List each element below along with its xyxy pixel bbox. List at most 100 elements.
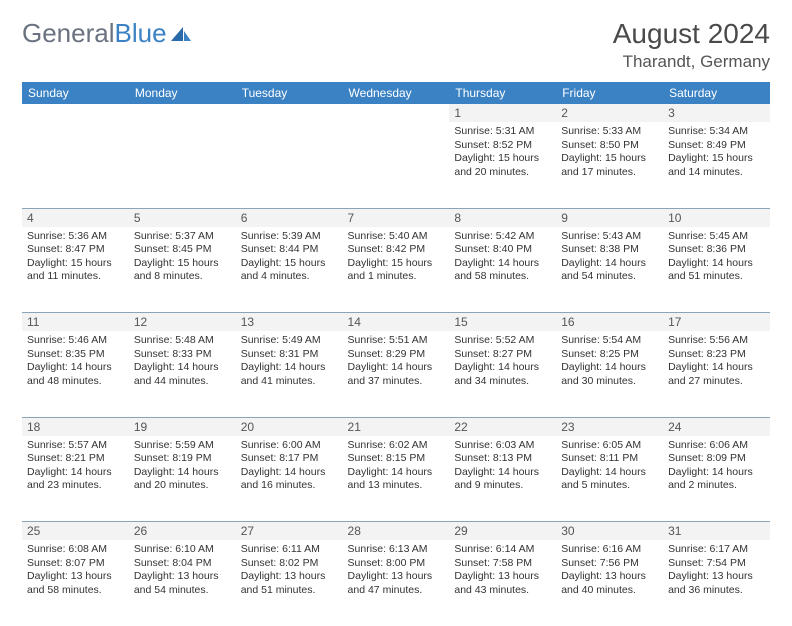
day-details: Sunrise: 6:11 AMSunset: 8:02 PMDaylight:… — [241, 543, 338, 598]
weekday-header: Thursday — [449, 82, 556, 104]
day-details: Sunrise: 5:56 AMSunset: 8:23 PMDaylight:… — [668, 334, 765, 389]
day-number-cell: 14 — [343, 313, 450, 332]
day-details: Sunrise: 6:03 AMSunset: 8:13 PMDaylight:… — [454, 439, 551, 494]
daynum-row: 45678910 — [22, 208, 770, 227]
daynum-row: 11121314151617 — [22, 313, 770, 332]
day-details: Sunrise: 5:36 AMSunset: 8:47 PMDaylight:… — [27, 230, 124, 285]
day-cell: Sunrise: 5:43 AMSunset: 8:38 PMDaylight:… — [556, 227, 663, 313]
day-number-cell: 18 — [22, 417, 129, 436]
day-number-cell: 6 — [236, 208, 343, 227]
day-cell: Sunrise: 6:13 AMSunset: 8:00 PMDaylight:… — [343, 540, 450, 626]
day-cell: Sunrise: 5:37 AMSunset: 8:45 PMDaylight:… — [129, 227, 236, 313]
page-header: GeneralBlue August 2024 Tharandt, German… — [22, 18, 770, 72]
day-cell: Sunrise: 5:56 AMSunset: 8:23 PMDaylight:… — [663, 331, 770, 417]
daynum-row: 123 — [22, 104, 770, 122]
day-details: Sunrise: 5:52 AMSunset: 8:27 PMDaylight:… — [454, 334, 551, 389]
day-number-cell: 27 — [236, 522, 343, 541]
day-number-cell: 15 — [449, 313, 556, 332]
day-number-cell — [22, 104, 129, 122]
brand-part2: Blue — [115, 18, 167, 48]
day-cell: Sunrise: 5:52 AMSunset: 8:27 PMDaylight:… — [449, 331, 556, 417]
weekday-header: Saturday — [663, 82, 770, 104]
day-number-cell — [129, 104, 236, 122]
day-cell: Sunrise: 5:45 AMSunset: 8:36 PMDaylight:… — [663, 227, 770, 313]
day-details: Sunrise: 5:45 AMSunset: 8:36 PMDaylight:… — [668, 230, 765, 285]
day-cell: Sunrise: 5:39 AMSunset: 8:44 PMDaylight:… — [236, 227, 343, 313]
day-details: Sunrise: 5:34 AMSunset: 8:49 PMDaylight:… — [668, 125, 765, 180]
day-number-cell: 17 — [663, 313, 770, 332]
day-number-cell: 1 — [449, 104, 556, 122]
day-cell: Sunrise: 6:16 AMSunset: 7:56 PMDaylight:… — [556, 540, 663, 626]
day-number-cell: 4 — [22, 208, 129, 227]
week-row: Sunrise: 5:46 AMSunset: 8:35 PMDaylight:… — [22, 331, 770, 417]
day-details: Sunrise: 6:08 AMSunset: 8:07 PMDaylight:… — [27, 543, 124, 598]
day-details: Sunrise: 5:33 AMSunset: 8:50 PMDaylight:… — [561, 125, 658, 180]
day-details: Sunrise: 6:05 AMSunset: 8:11 PMDaylight:… — [561, 439, 658, 494]
week-row: Sunrise: 5:31 AMSunset: 8:52 PMDaylight:… — [22, 122, 770, 208]
day-number-cell: 19 — [129, 417, 236, 436]
day-details: Sunrise: 6:06 AMSunset: 8:09 PMDaylight:… — [668, 439, 765, 494]
day-cell: Sunrise: 6:14 AMSunset: 7:58 PMDaylight:… — [449, 540, 556, 626]
weekday-header: Wednesday — [343, 82, 450, 104]
day-cell: Sunrise: 5:42 AMSunset: 8:40 PMDaylight:… — [449, 227, 556, 313]
day-cell: Sunrise: 6:05 AMSunset: 8:11 PMDaylight:… — [556, 436, 663, 522]
day-number-cell: 29 — [449, 522, 556, 541]
day-cell: Sunrise: 6:06 AMSunset: 8:09 PMDaylight:… — [663, 436, 770, 522]
day-number-cell: 3 — [663, 104, 770, 122]
day-number-cell — [343, 104, 450, 122]
weekday-header: Tuesday — [236, 82, 343, 104]
day-number-cell: 23 — [556, 417, 663, 436]
day-cell — [236, 122, 343, 208]
daynum-row: 18192021222324 — [22, 417, 770, 436]
day-details: Sunrise: 6:00 AMSunset: 8:17 PMDaylight:… — [241, 439, 338, 494]
day-details: Sunrise: 5:51 AMSunset: 8:29 PMDaylight:… — [348, 334, 445, 389]
day-details: Sunrise: 6:14 AMSunset: 7:58 PMDaylight:… — [454, 543, 551, 598]
day-number-cell: 9 — [556, 208, 663, 227]
day-number-cell: 7 — [343, 208, 450, 227]
day-details: Sunrise: 5:39 AMSunset: 8:44 PMDaylight:… — [241, 230, 338, 285]
day-details: Sunrise: 5:49 AMSunset: 8:31 PMDaylight:… — [241, 334, 338, 389]
day-cell: Sunrise: 5:57 AMSunset: 8:21 PMDaylight:… — [22, 436, 129, 522]
day-number-cell: 28 — [343, 522, 450, 541]
day-number-cell: 21 — [343, 417, 450, 436]
day-details: Sunrise: 5:54 AMSunset: 8:25 PMDaylight:… — [561, 334, 658, 389]
day-cell: Sunrise: 6:02 AMSunset: 8:15 PMDaylight:… — [343, 436, 450, 522]
day-number-cell: 2 — [556, 104, 663, 122]
day-details: Sunrise: 6:17 AMSunset: 7:54 PMDaylight:… — [668, 543, 765, 598]
day-details: Sunrise: 5:40 AMSunset: 8:42 PMDaylight:… — [348, 230, 445, 285]
day-number-cell: 25 — [22, 522, 129, 541]
day-cell: Sunrise: 5:46 AMSunset: 8:35 PMDaylight:… — [22, 331, 129, 417]
brand-logo: GeneralBlue — [22, 18, 193, 49]
day-number-cell: 20 — [236, 417, 343, 436]
logo-sail-icon — [169, 25, 193, 43]
calendar-table: SundayMondayTuesdayWednesdayThursdayFrid… — [22, 82, 770, 626]
title-block: August 2024 Tharandt, Germany — [613, 18, 770, 72]
daynum-row: 25262728293031 — [22, 522, 770, 541]
day-cell: Sunrise: 6:11 AMSunset: 8:02 PMDaylight:… — [236, 540, 343, 626]
brand-name: GeneralBlue — [22, 18, 167, 49]
day-number-cell: 10 — [663, 208, 770, 227]
day-number-cell: 16 — [556, 313, 663, 332]
day-cell: Sunrise: 5:48 AMSunset: 8:33 PMDaylight:… — [129, 331, 236, 417]
day-cell — [22, 122, 129, 208]
calendar-header: SundayMondayTuesdayWednesdayThursdayFrid… — [22, 82, 770, 104]
calendar-body: 123Sunrise: 5:31 AMSunset: 8:52 PMDaylig… — [22, 104, 770, 626]
day-details: Sunrise: 5:42 AMSunset: 8:40 PMDaylight:… — [454, 230, 551, 285]
weekday-header: Friday — [556, 82, 663, 104]
day-cell: Sunrise: 6:10 AMSunset: 8:04 PMDaylight:… — [129, 540, 236, 626]
day-details: Sunrise: 6:13 AMSunset: 8:00 PMDaylight:… — [348, 543, 445, 598]
day-cell: Sunrise: 6:00 AMSunset: 8:17 PMDaylight:… — [236, 436, 343, 522]
day-cell — [343, 122, 450, 208]
day-cell: Sunrise: 5:59 AMSunset: 8:19 PMDaylight:… — [129, 436, 236, 522]
day-cell: Sunrise: 5:49 AMSunset: 8:31 PMDaylight:… — [236, 331, 343, 417]
day-cell: Sunrise: 5:40 AMSunset: 8:42 PMDaylight:… — [343, 227, 450, 313]
day-details: Sunrise: 5:43 AMSunset: 8:38 PMDaylight:… — [561, 230, 658, 285]
day-details: Sunrise: 5:31 AMSunset: 8:52 PMDaylight:… — [454, 125, 551, 180]
day-number-cell: 5 — [129, 208, 236, 227]
week-row: Sunrise: 5:36 AMSunset: 8:47 PMDaylight:… — [22, 227, 770, 313]
day-cell: Sunrise: 5:36 AMSunset: 8:47 PMDaylight:… — [22, 227, 129, 313]
day-cell: Sunrise: 5:54 AMSunset: 8:25 PMDaylight:… — [556, 331, 663, 417]
week-row: Sunrise: 5:57 AMSunset: 8:21 PMDaylight:… — [22, 436, 770, 522]
month-year: August 2024 — [613, 18, 770, 50]
day-cell: Sunrise: 6:17 AMSunset: 7:54 PMDaylight:… — [663, 540, 770, 626]
